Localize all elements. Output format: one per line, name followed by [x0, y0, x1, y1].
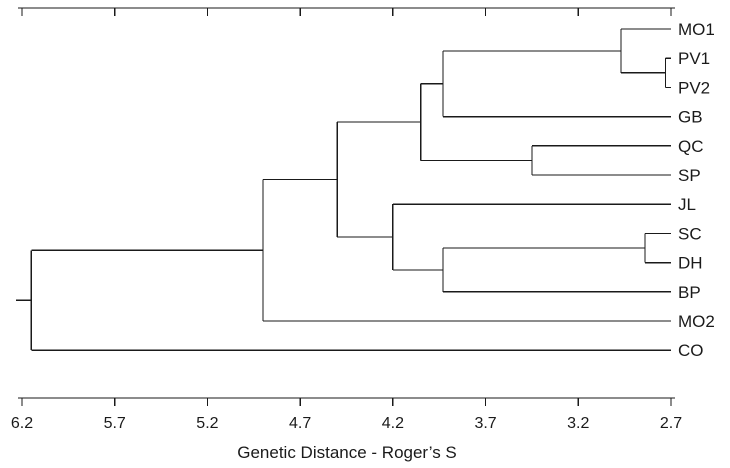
- leaf-label: BP: [678, 283, 701, 302]
- leaf-label: JL: [678, 195, 696, 214]
- dendrogram-branches: [16, 28, 671, 351]
- tick-label: 3.7: [474, 415, 496, 432]
- tick-label: 4.2: [382, 415, 404, 432]
- leaf-label: DH: [678, 254, 703, 273]
- leaf-label: SC: [678, 224, 702, 243]
- tick-label: 3.2: [567, 415, 589, 432]
- tick-label: 2.7: [660, 415, 682, 432]
- leaf-label: CO: [678, 341, 704, 360]
- leaf-label: MO1: [678, 20, 715, 39]
- leaf-label: GB: [678, 108, 703, 127]
- tick-label: 5.7: [104, 415, 126, 432]
- top-axis: [18, 7, 675, 16]
- tick-label: 4.7: [289, 415, 311, 432]
- tick-label: 6.2: [11, 415, 33, 432]
- leaf-label: QC: [678, 137, 704, 156]
- x-axis-title: Genetic Distance - Roger’s S: [237, 443, 457, 462]
- leaf-labels: MO1 PV1 PV2 GB QC SP JL SC DH BP MO2 CO: [678, 20, 715, 360]
- leaf-label: PV2: [678, 78, 710, 97]
- leaf-label: PV1: [678, 49, 710, 68]
- tick-label: 5.2: [196, 415, 218, 432]
- bottom-axis: 6.2 5.7 5.2 4.7 4.2 3.7 3.2 2.7: [11, 397, 682, 432]
- leaf-label: MO2: [678, 312, 715, 331]
- leaf-label: SP: [678, 166, 701, 185]
